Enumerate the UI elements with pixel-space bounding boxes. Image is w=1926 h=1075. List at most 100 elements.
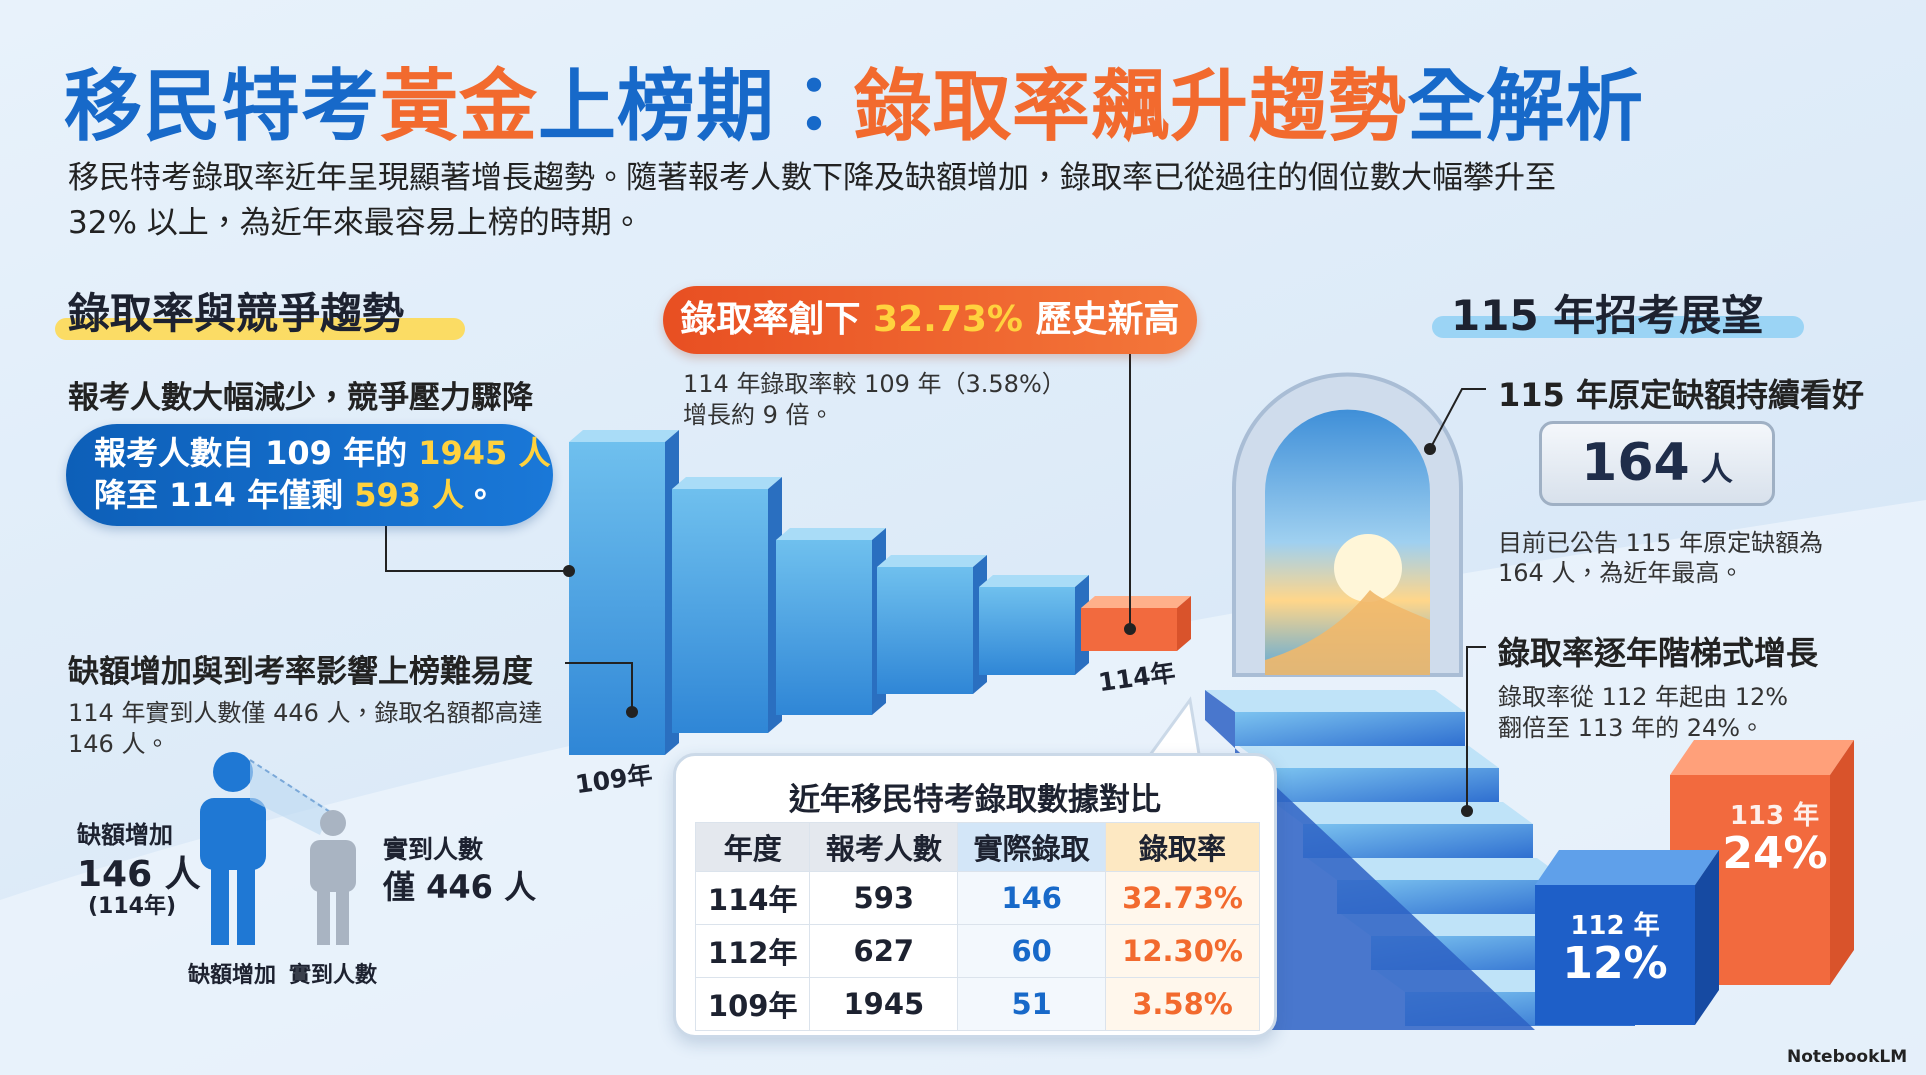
icon-value: 僅 446 人 xyxy=(383,868,537,906)
subheading: 報考人數大幅減少，競爭壓力驟降 xyxy=(68,380,533,416)
decoration xyxy=(565,662,633,712)
section-heading: 錄取率與競爭趨勢 xyxy=(68,289,405,338)
decoration xyxy=(213,752,253,792)
title-part: 全解析 xyxy=(1407,62,1645,152)
title-part: 移民特考 xyxy=(64,62,381,152)
table-cell: 593 xyxy=(809,871,959,925)
quota-badge: 164 人 xyxy=(1539,421,1775,506)
banner-highlight: 32.73% xyxy=(873,299,1023,340)
bar-top xyxy=(776,528,886,540)
badge-unit: 人 xyxy=(1689,450,1733,488)
person-icons xyxy=(200,752,356,945)
table-header: 年度 報考人數 實際錄取 錄取率 xyxy=(694,822,1260,872)
icon-label: 缺額增加 xyxy=(77,821,173,849)
box-112 xyxy=(1535,850,1719,1025)
table-cell: 32.73% xyxy=(1105,871,1260,925)
table-cell: 146 xyxy=(957,871,1107,925)
table-header-cell: 年度 xyxy=(694,822,811,872)
table-cell: 114年 xyxy=(694,871,811,925)
decoration xyxy=(1124,623,1136,635)
table-header-cell: 實際錄取 xyxy=(957,822,1107,872)
decoration xyxy=(1466,646,1486,811)
heading-highlight xyxy=(55,318,465,340)
bar-front xyxy=(672,489,768,733)
pill-text: 降至 114 年僅剩 xyxy=(94,476,355,514)
icon-caption: 實到人數 xyxy=(289,963,378,988)
decoration xyxy=(1429,388,1486,450)
icon-value: 146 人 xyxy=(77,854,201,895)
bar-side xyxy=(1177,596,1191,651)
decoration xyxy=(1670,740,1854,775)
pill-line: 報考人數自 109 年的 1945 人 xyxy=(94,432,553,474)
table-card: 近年移民特考錄取數據對比 年度 報考人數 實際錄取 錄取率 114年 593 146 32.7… xyxy=(673,753,1277,1038)
pill-highlight: 1945 人 xyxy=(418,434,551,472)
decoration xyxy=(1830,740,1854,985)
intro-line: 32% 以上，為近年來最容易上榜的時期。 xyxy=(68,205,643,241)
table-body: 114年 593 146 32.73% 112年 627 60 12.30% 109年 1945 5… xyxy=(694,871,1260,1031)
decoration xyxy=(385,526,569,572)
decoration xyxy=(317,885,330,945)
box-value: 24% xyxy=(1722,828,1828,879)
badge-number: 164 xyxy=(1581,433,1690,493)
stair-tread xyxy=(1239,746,1499,768)
note-line: 146 人。 xyxy=(68,730,170,758)
decoration xyxy=(563,565,575,577)
table-row: 109年 1945 51 3.58% xyxy=(694,977,1260,1031)
table-row: 112年 627 60 12.30% xyxy=(694,924,1260,978)
decoration xyxy=(1461,805,1473,817)
decoration xyxy=(310,840,356,892)
subheading: 缺額增加與到考率影響上榜難易度 xyxy=(68,654,533,690)
title-part: 黃金 xyxy=(380,62,539,152)
stair-side xyxy=(1205,690,1535,1030)
box-value: 12% xyxy=(1562,938,1668,989)
decoration xyxy=(626,706,638,718)
table-cell: 51 xyxy=(957,977,1107,1031)
point-heading: 115 年原定缺額持續看好 xyxy=(1498,376,1864,414)
banner-text: 錄取率創下 xyxy=(680,299,874,340)
bar-top xyxy=(672,477,782,489)
note-line: 目前已公告 115 年原定缺額為 xyxy=(1498,529,1824,557)
title-part: 錄取率飆升趨勢 xyxy=(854,62,1408,152)
decoration xyxy=(320,810,346,836)
table-header-cell: 報考人數 xyxy=(809,822,959,872)
icon-caption: 缺額增加 xyxy=(188,963,277,988)
point-heading: 錄取率逐年階梯式增長 xyxy=(1498,634,1819,672)
bar-top xyxy=(979,575,1089,587)
decoration xyxy=(1695,850,1719,1025)
bar-top xyxy=(877,555,987,567)
connectors xyxy=(385,354,1486,817)
icon-note: (114年) xyxy=(88,894,177,919)
note-line: 114 年實到人數僅 446 人，錄取名額都高達 xyxy=(68,699,543,727)
table-cell: 60 xyxy=(957,924,1107,978)
decoration xyxy=(1334,534,1402,602)
stat-pill: 報考人數自 109 年的 1945 人 降至 114 年僅剩 593 人。 xyxy=(66,424,553,526)
table-cell: 1945 xyxy=(809,977,959,1031)
bar-top xyxy=(1081,596,1191,608)
brand: NotebookLM xyxy=(1787,1047,1908,1067)
decoration xyxy=(1424,443,1436,455)
note-line: 翻倍至 113 年的 24%。 xyxy=(1498,714,1765,742)
table-header-cell: 錄取率 xyxy=(1105,822,1260,872)
decoration xyxy=(1535,885,1695,1025)
bar-front xyxy=(877,567,973,694)
table-cell: 627 xyxy=(809,924,959,978)
door-illustration xyxy=(1232,372,1463,677)
table-cell: 12.30% xyxy=(1105,924,1260,978)
bar-front xyxy=(569,442,665,755)
pill-text: 報考人數自 109 年的 xyxy=(94,434,419,472)
bar-top xyxy=(569,430,679,442)
bar-illustration xyxy=(569,430,1191,755)
stair-tread xyxy=(1205,690,1465,712)
note-line: 114 年錄取率較 109 年（3.58%） xyxy=(683,370,1066,398)
pill-text: 。 xyxy=(464,476,497,514)
decoration xyxy=(1265,590,1430,675)
table-cell: 112年 xyxy=(694,924,811,978)
note-line: 164 人，為近年最高。 xyxy=(1498,559,1744,587)
title-part: 上榜期： xyxy=(538,62,855,152)
decoration xyxy=(211,860,229,945)
decoration xyxy=(336,885,349,945)
stair-riser xyxy=(1269,768,1499,802)
decoration xyxy=(1719,775,1830,985)
